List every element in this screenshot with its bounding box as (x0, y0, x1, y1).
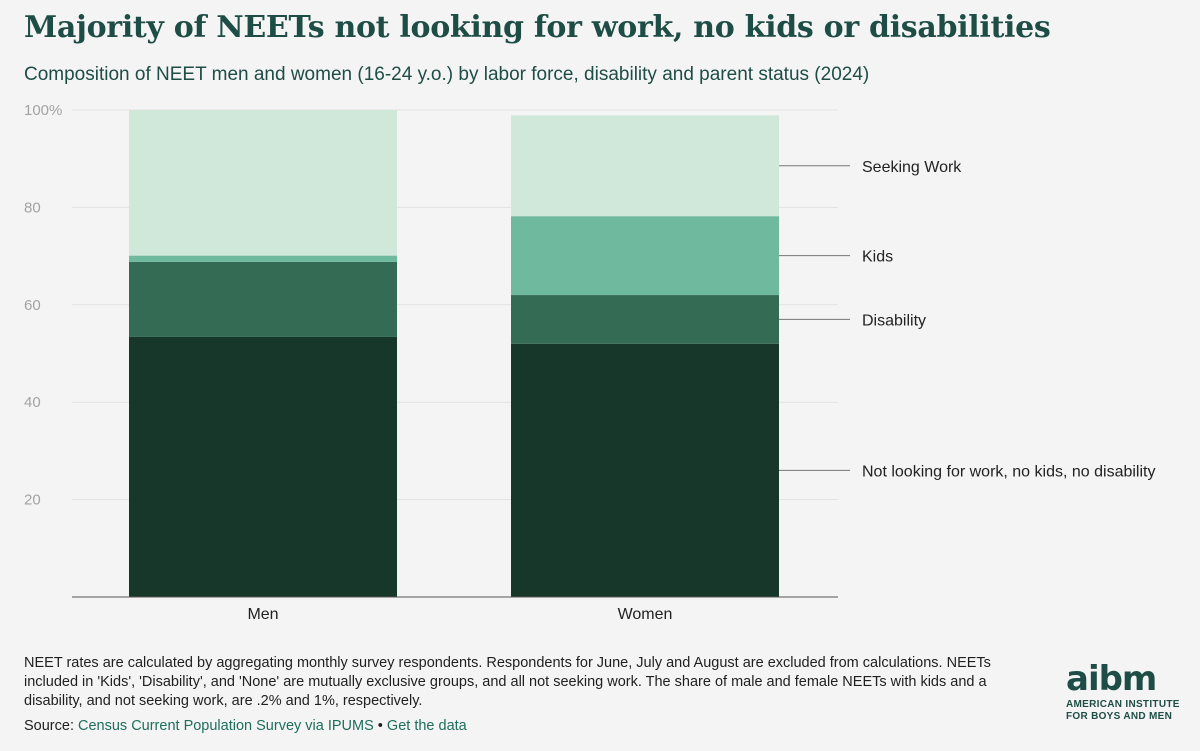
footnote: NEET rates are calculated by aggregating… (24, 655, 991, 709)
bar-segment (511, 295, 779, 344)
bar-segment (511, 115, 779, 217)
y-tick-label: 40 (24, 394, 41, 411)
bar-segment (511, 216, 779, 296)
series-label: Seeking Work (862, 159, 962, 176)
logo-text: AMERICAN INSTITUTE FOR BOYS AND MEN (1066, 699, 1186, 723)
source-separator: • (373, 718, 387, 734)
x-tick-label: Women (618, 606, 673, 623)
y-tick-label: 60 (24, 297, 41, 314)
logo-line-1: AMERICAN INSTITUTE (1066, 699, 1180, 710)
bar-segment (511, 343, 779, 597)
chart-subtitle: Composition of NEET men and women (16-24… (24, 64, 870, 85)
logo-line-2: FOR BOYS AND MEN (1066, 711, 1173, 722)
stacked-bar-chart: 20 40 60 80 100% Men Women Not looking for wor… (24, 102, 1155, 623)
source-line: Source: Census Current Population Survey… (24, 718, 467, 734)
series-label: Kids (862, 249, 893, 266)
bars (129, 110, 779, 597)
source-prefix: Source: (24, 718, 78, 734)
y-tick-label: 80 (24, 199, 41, 216)
series-label: Disability (862, 312, 926, 329)
x-tick-label: Men (247, 606, 278, 623)
y-tick-label: 20 (24, 492, 41, 509)
bar-segment (129, 255, 397, 262)
chart-title: Majority of NEETs not looking for work, … (24, 10, 1051, 45)
bar-segment (129, 261, 397, 337)
get-data-link[interactable]: Get the data (386, 718, 467, 734)
y-tick-label: 100% (24, 102, 62, 119)
aibm-logo[interactable]: aibm AMERICAN INSTITUTE FOR BOYS AND MEN (1066, 662, 1186, 723)
axes: 20 40 60 80 100% Men Women (24, 102, 838, 623)
annotations: Not looking for work, no kids, no disabi… (779, 159, 1155, 480)
bar-segment (129, 336, 397, 597)
source-link[interactable]: Census Current Population Survey via IPU… (78, 718, 374, 734)
bar-segment (129, 110, 397, 256)
series-label: Not looking for work, no kids, no disabi… (862, 463, 1155, 480)
logo-mark: aibm (1066, 659, 1157, 699)
